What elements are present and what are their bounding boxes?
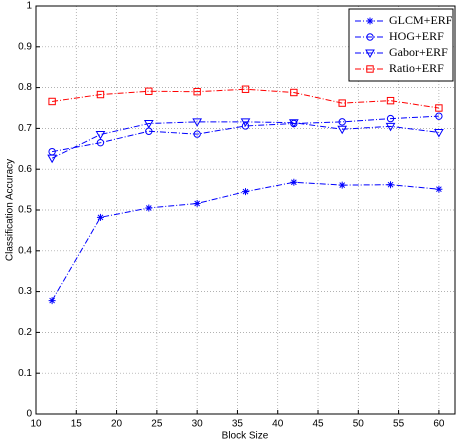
y-tick-label: 0.2 — [18, 327, 32, 338]
marker — [337, 125, 348, 135]
marker — [338, 99, 346, 107]
legend-marker — [366, 65, 374, 73]
legend-label: HOG+ERF — [389, 29, 444, 43]
series-line — [51, 121, 439, 159]
y-tick-label: 0.1 — [18, 368, 32, 379]
marker — [385, 122, 396, 132]
marker — [290, 178, 298, 186]
marker — [193, 130, 201, 138]
marker — [434, 128, 444, 138]
y-tick-label: 0.6 — [18, 164, 32, 175]
marker — [240, 118, 251, 127]
legend-label: GLCM+ERF — [389, 13, 453, 27]
x-tick-label: 35 — [232, 419, 244, 430]
marker — [96, 213, 104, 221]
y-tick-label: 0.7 — [18, 123, 32, 134]
legend-marker — [366, 33, 374, 41]
marker — [386, 114, 395, 123]
marker — [386, 96, 395, 105]
legend-label: Gabor+ERF — [389, 45, 448, 59]
marker — [435, 104, 443, 112]
marker — [192, 118, 203, 127]
marker — [48, 297, 56, 305]
marker — [288, 119, 299, 128]
marker — [193, 87, 201, 96]
y-tick-label: 0 — [26, 409, 32, 420]
legend-label: Ratio+ERF — [389, 61, 444, 75]
series-line — [52, 88, 439, 109]
y-axis-label: Classification Accuracy — [5, 159, 16, 261]
y-tick-label: 0.9 — [18, 41, 32, 52]
marker — [145, 87, 153, 95]
x-tick-label: 50 — [353, 419, 365, 430]
y-tick-label: 1 — [26, 1, 32, 12]
legend-marker — [365, 49, 375, 59]
x-tick-label: 55 — [393, 419, 405, 430]
marker — [241, 85, 250, 93]
y-tick-label: 0.4 — [18, 245, 32, 256]
x-axis-label: Block Size — [222, 431, 269, 442]
marker — [435, 185, 443, 193]
marker — [145, 204, 153, 212]
marker — [387, 181, 395, 189]
x-tick-label: 10 — [30, 419, 42, 430]
marker — [338, 181, 346, 189]
marker — [290, 88, 298, 97]
y-tick-label: 0.5 — [18, 205, 32, 216]
marker — [47, 154, 57, 164]
marker — [338, 118, 346, 126]
y-tick-label: 0.3 — [18, 286, 32, 297]
y-tick-label: 0.8 — [18, 82, 32, 93]
x-tick-label: 45 — [312, 419, 324, 430]
x-tick-label: 25 — [151, 419, 163, 430]
marker — [48, 97, 56, 106]
x-tick-label: 15 — [71, 419, 83, 430]
marker — [242, 188, 249, 196]
marker — [95, 131, 106, 140]
x-tick-label: 30 — [192, 419, 204, 430]
x-tick-label: 20 — [111, 419, 123, 430]
legend-marker — [366, 17, 374, 25]
legend: GLCM+ERF HOG+ERF Gabor+ERF Ratio+ERF — [348, 8, 454, 82]
marker — [143, 120, 154, 129]
marker — [193, 199, 201, 207]
x-tick-label: 40 — [272, 419, 284, 430]
marker — [96, 90, 105, 99]
x-tick-label: 60 — [433, 419, 445, 430]
marker — [241, 122, 250, 130]
plot-frame — [35, 5, 456, 415]
marker — [435, 112, 443, 120]
